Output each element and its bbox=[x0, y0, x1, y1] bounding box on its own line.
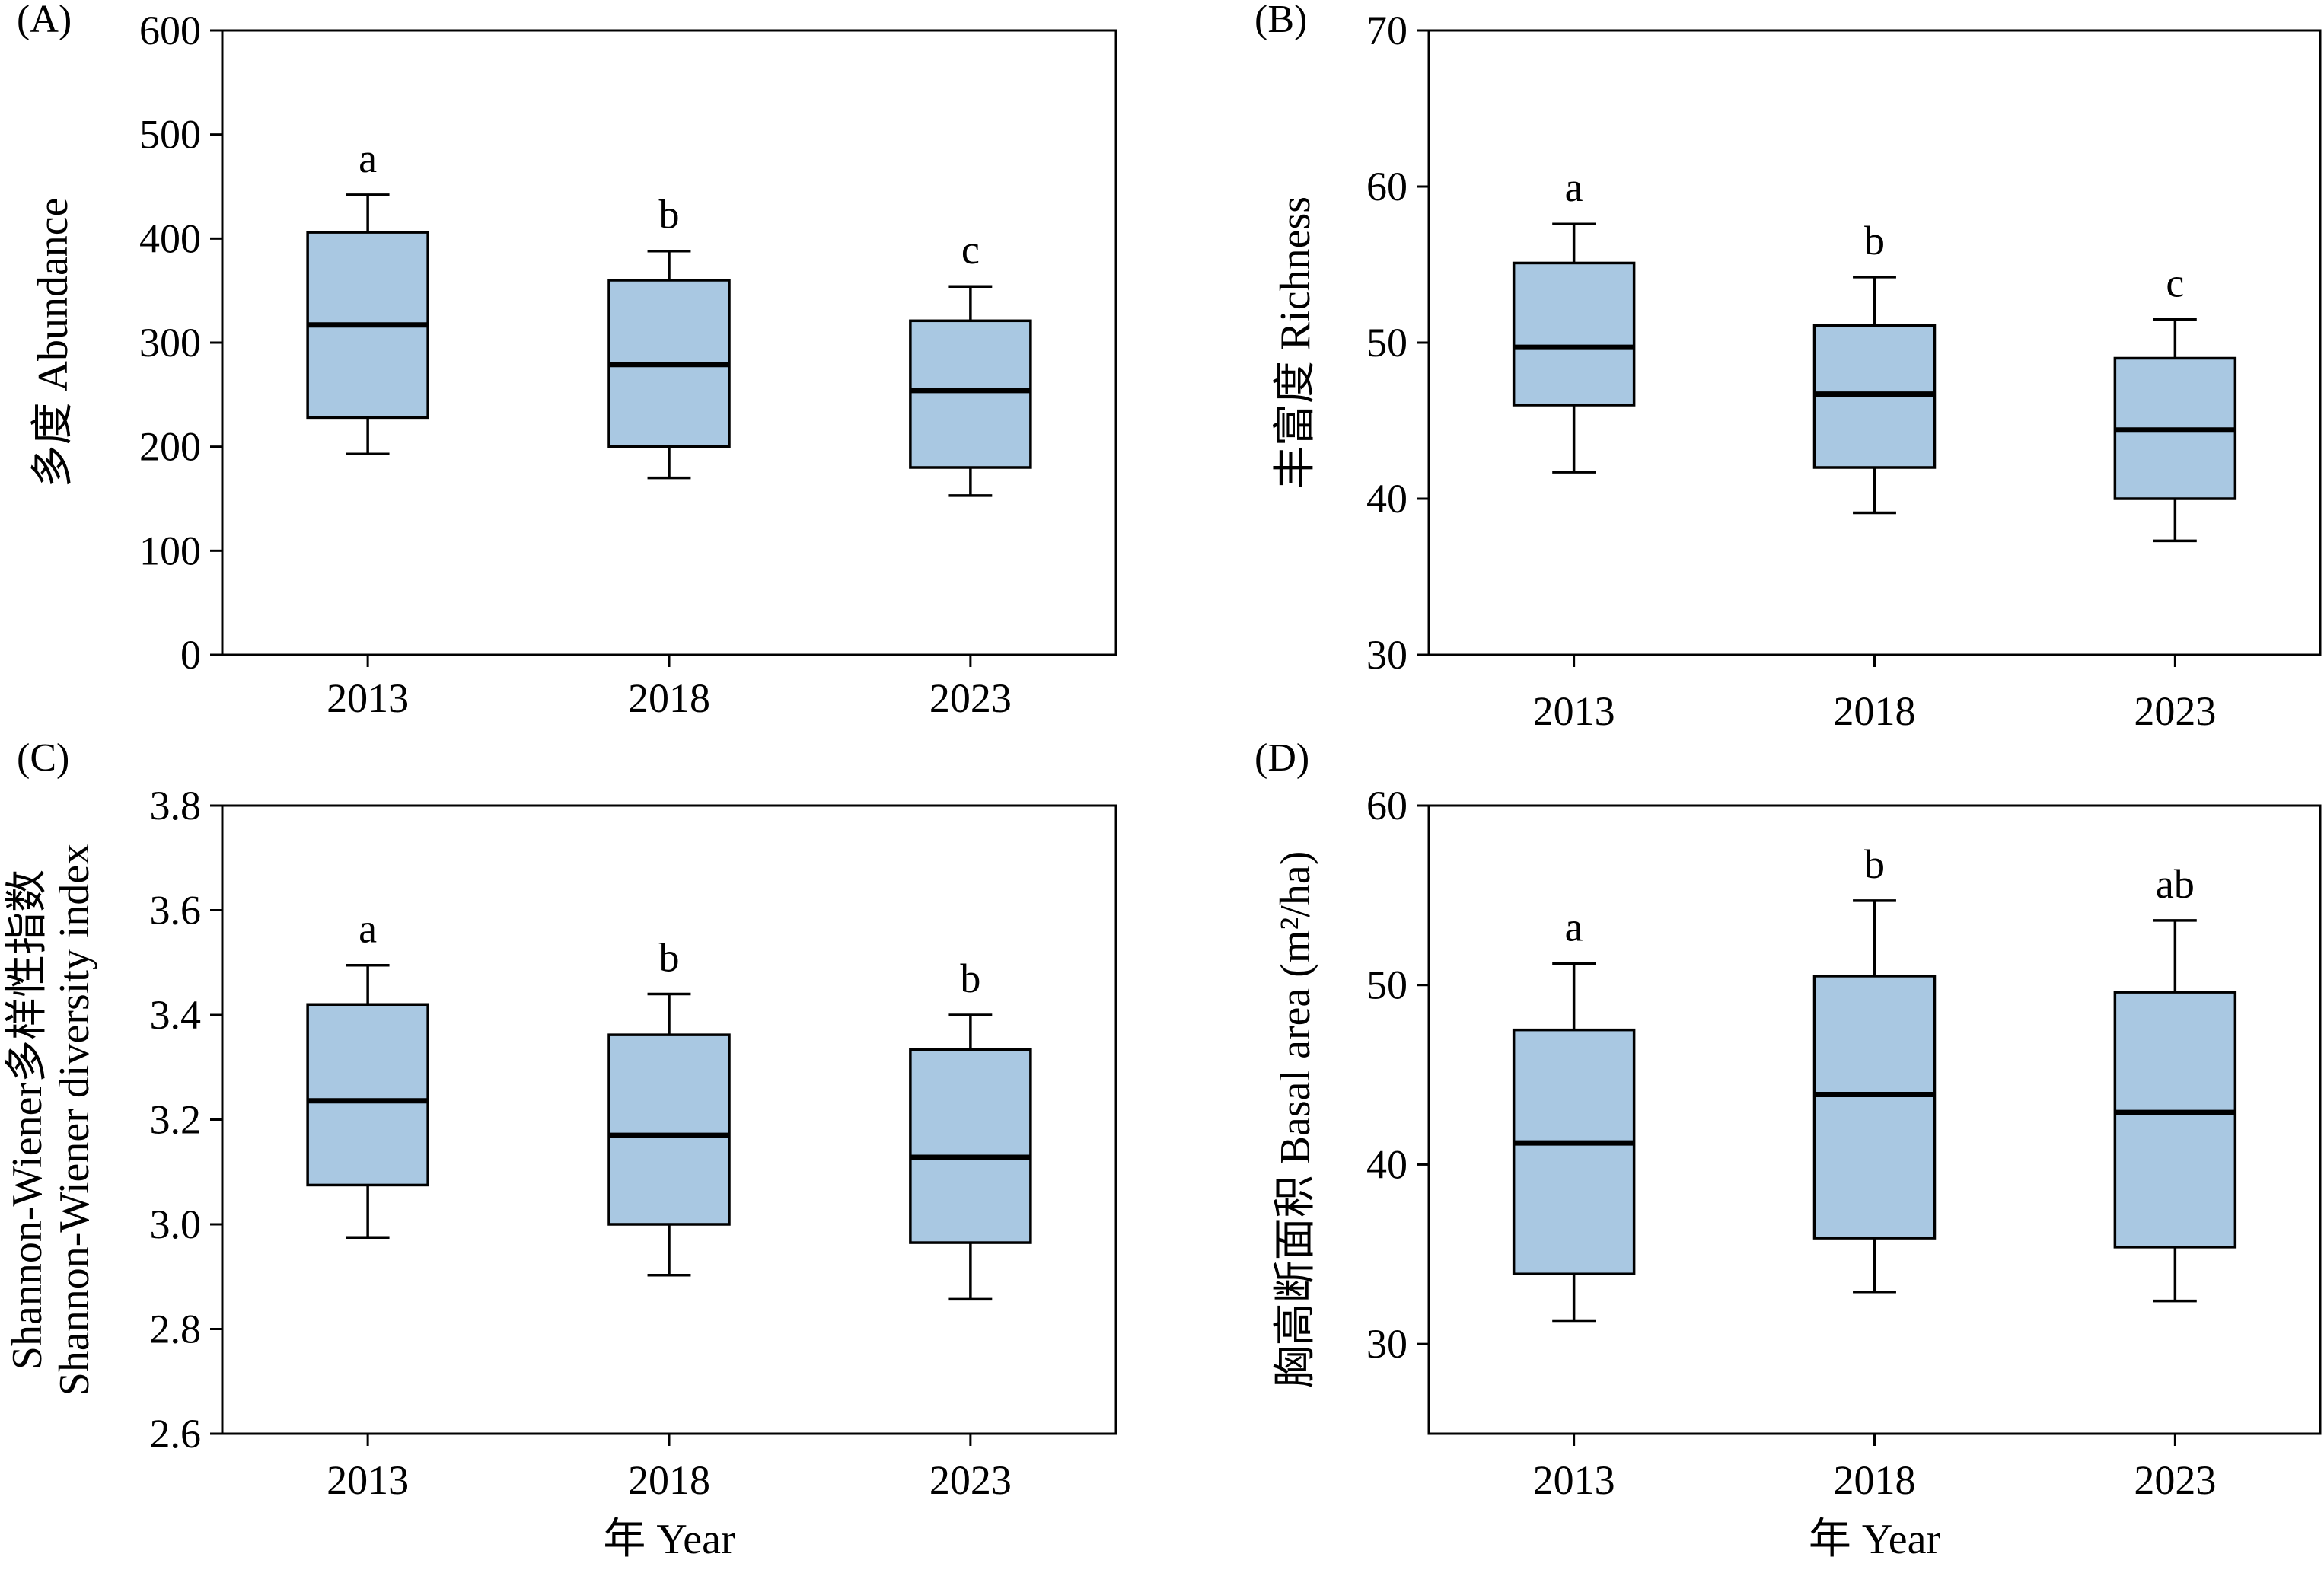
significance-letter: c bbox=[2166, 260, 2184, 305]
box-2018: b bbox=[1812, 841, 1937, 1294]
y-axis-title: Shannon-Wiener多样性指数 bbox=[4, 870, 51, 1370]
x-tick-label: 2013 bbox=[327, 1457, 409, 1503]
y-tick-label: 0 bbox=[180, 632, 201, 678]
y-tick-label: 60 bbox=[1366, 164, 1407, 209]
y-tick-label: 30 bbox=[1366, 1321, 1407, 1367]
panel-b: (B) 30 40 50 60 70 2013 2018 2023 a b c 丰富度 Richness bbox=[1254, 0, 2322, 734]
iqr-box bbox=[1512, 1028, 1636, 1275]
box-2013: a bbox=[306, 906, 429, 1239]
box-2023: c bbox=[2113, 260, 2237, 543]
y-tick-label: 600 bbox=[139, 8, 201, 53]
significance-letter: b bbox=[1864, 841, 1885, 887]
y-tick-label: 3.0 bbox=[150, 1201, 202, 1247]
y-tick-label: 60 bbox=[1366, 783, 1407, 828]
significance-letter: b bbox=[960, 956, 980, 1001]
x-axis-title: 年 Year bbox=[603, 1516, 735, 1563]
x-axis-title: 年 Year bbox=[1809, 1516, 1941, 1563]
y-tick-label: 70 bbox=[1366, 8, 1407, 53]
y-tick-label: 50 bbox=[1366, 962, 1407, 1008]
y-tick-label: 100 bbox=[139, 528, 201, 573]
x-tick-label: 2023 bbox=[929, 1457, 1012, 1503]
iqr-box bbox=[1512, 261, 1636, 407]
significance-letter: a bbox=[359, 136, 377, 181]
y-tick-label: 3.2 bbox=[150, 1097, 202, 1143]
y-tick-label: 3.6 bbox=[150, 888, 202, 933]
x-tick-label: 2013 bbox=[327, 675, 409, 721]
y-tick-label: 200 bbox=[139, 424, 201, 470]
x-tick-label: 2018 bbox=[1834, 688, 1916, 734]
y-axis-title: Shannon-Wiener diversity index bbox=[51, 844, 98, 1396]
box-2018: b bbox=[607, 192, 731, 480]
significance-letter: b bbox=[659, 935, 680, 981]
panel-label: (D) bbox=[1254, 736, 1309, 780]
x-tick-label: 2023 bbox=[2134, 1457, 2216, 1503]
y-axis-title: 丰富度 Richness bbox=[1272, 196, 1319, 489]
box-2023: c bbox=[909, 227, 1032, 497]
y-tick-label: 2.8 bbox=[150, 1307, 202, 1352]
y-tick-label: 3.8 bbox=[150, 783, 202, 828]
panel-label: (A) bbox=[17, 0, 72, 41]
panel-c: (C) 2.6 2.8 3.0 3.2 3.4 3.6 3.8 2013 2018 2023 a b b S… bbox=[4, 736, 1117, 1563]
significance-letter: a bbox=[1565, 904, 1583, 949]
box-2023: ab bbox=[2113, 861, 2237, 1303]
y-tick-label: 400 bbox=[139, 215, 201, 261]
y-tick-label: 40 bbox=[1366, 1141, 1407, 1187]
y-axis-title: 多度 Abundance bbox=[30, 197, 77, 487]
significance-letter: b bbox=[659, 192, 680, 238]
y-axis-title: 胸高断面积 Basal area (m²/ha) bbox=[1272, 851, 1319, 1389]
significance-letter: ab bbox=[2156, 861, 2195, 907]
panel-a: (A) 0 100 200 300 400 500 600 2013 2018 2023 a b c 多度 … bbox=[17, 0, 1117, 721]
y-tick-label: 500 bbox=[139, 112, 201, 158]
box-2013: a bbox=[1512, 164, 1636, 474]
iqr-box bbox=[909, 1048, 1032, 1244]
y-tick-label: 30 bbox=[1366, 632, 1407, 678]
box-2018: b bbox=[1812, 218, 1937, 515]
y-tick-label: 40 bbox=[1366, 476, 1407, 522]
significance-letter: a bbox=[1565, 164, 1583, 210]
box-2018: b bbox=[607, 935, 731, 1277]
x-tick-label: 2013 bbox=[1533, 1457, 1615, 1503]
significance-letter: a bbox=[359, 906, 377, 952]
significance-letter: c bbox=[961, 227, 980, 273]
x-tick-label: 2018 bbox=[1834, 1457, 1916, 1503]
iqr-box bbox=[1812, 975, 1937, 1240]
x-tick-label: 2018 bbox=[628, 675, 710, 721]
x-tick-label: 2013 bbox=[1533, 688, 1615, 734]
y-tick-label: 300 bbox=[139, 320, 201, 365]
box-2023: b bbox=[909, 956, 1032, 1301]
iqr-box bbox=[909, 319, 1032, 469]
y-tick-label: 3.4 bbox=[150, 992, 202, 1038]
box-2013: a bbox=[306, 136, 429, 455]
iqr-box bbox=[306, 1003, 429, 1187]
x-tick-label: 2023 bbox=[2134, 688, 2216, 734]
box-2013: a bbox=[1512, 904, 1636, 1323]
x-tick-label: 2018 bbox=[628, 1457, 710, 1503]
panel-label: (C) bbox=[17, 736, 69, 780]
iqr-box bbox=[607, 1033, 731, 1226]
significance-letter: b bbox=[1864, 218, 1885, 263]
panel-label: (B) bbox=[1254, 0, 1307, 41]
iqr-box bbox=[2113, 991, 2237, 1249]
y-tick-label: 50 bbox=[1366, 320, 1407, 365]
x-tick-label: 2023 bbox=[929, 675, 1012, 721]
y-tick-label: 2.6 bbox=[150, 1411, 202, 1457]
